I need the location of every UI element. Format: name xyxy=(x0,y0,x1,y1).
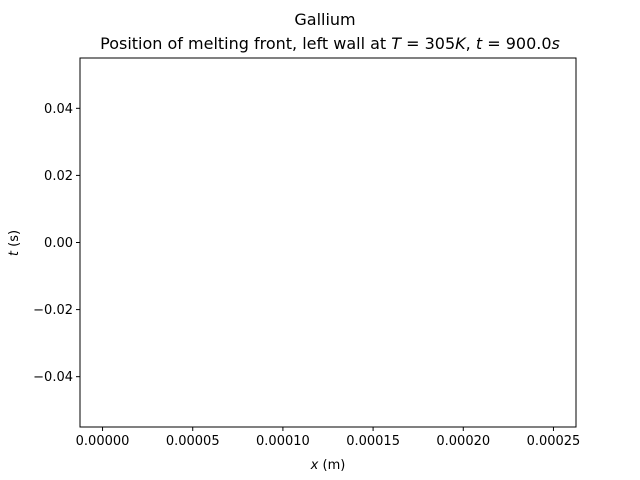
chart-title-line1: Gallium xyxy=(294,10,355,29)
y-tick-label: −0.04 xyxy=(33,370,73,385)
y-tick-label: −0.02 xyxy=(33,303,73,318)
title-eq1: = 305 xyxy=(401,34,455,53)
title-unit-s: s xyxy=(552,34,560,53)
y-axis-label-var: t xyxy=(7,250,22,256)
x-axis-label: x (m) xyxy=(310,458,346,473)
plot-area-frame xyxy=(79,57,577,428)
y-axis-ticks: −0.04 −0.02 0.00 0.02 0.04 xyxy=(33,102,80,385)
x-axis-label-unit: (m) xyxy=(318,458,345,473)
chart-title-line2: Position of melting front, left wall at … xyxy=(100,34,560,53)
title-comma: , xyxy=(466,34,476,53)
x-tick-label: 0.00010 xyxy=(256,434,310,449)
x-tick-label: 0.00025 xyxy=(527,434,581,449)
x-tick-label: 0.00000 xyxy=(76,434,130,449)
x-axis-label-var: x xyxy=(310,458,319,473)
title-var-t: t xyxy=(476,34,483,53)
x-tick-label: 0.00020 xyxy=(436,434,490,449)
y-tick-label: 0.04 xyxy=(44,102,73,117)
x-tick-label: 0.00015 xyxy=(346,434,400,449)
title-prefix: Position of melting front, left wall at xyxy=(100,34,391,53)
y-tick-label: 0.02 xyxy=(44,169,73,184)
title-var-T: T xyxy=(391,34,402,53)
y-axis-label: t (s) xyxy=(7,230,22,256)
x-tick-label: 0.00005 xyxy=(166,434,220,449)
y-axis-label-unit: (s) xyxy=(7,230,22,251)
title-eq2: = 900.0 xyxy=(482,34,551,53)
y-tick-label: 0.00 xyxy=(44,236,73,251)
title-unit-K: K xyxy=(455,34,467,53)
x-axis-ticks: 0.00000 0.00005 0.00010 0.00015 0.00020 0.000… xyxy=(76,427,581,449)
